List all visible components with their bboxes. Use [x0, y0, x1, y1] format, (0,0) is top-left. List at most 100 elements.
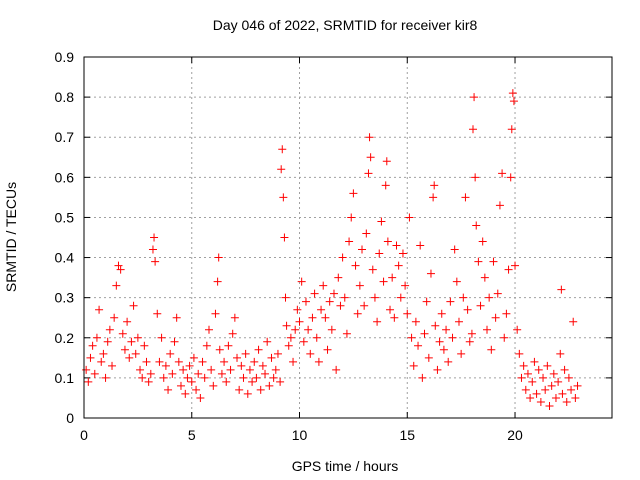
data-point	[250, 357, 259, 366]
data-point	[347, 213, 356, 222]
data-point	[136, 365, 145, 374]
data-point	[88, 341, 97, 350]
data-point	[217, 369, 226, 378]
data-point	[430, 181, 439, 190]
data-point	[394, 261, 403, 270]
data-point	[411, 317, 420, 326]
data-point	[487, 345, 496, 354]
data-point	[181, 389, 190, 398]
data-point	[345, 237, 354, 246]
y-tick-label: 0.5	[55, 209, 75, 225]
data-point	[161, 361, 170, 370]
data-point	[536, 397, 545, 406]
data-point	[291, 325, 300, 334]
data-point	[235, 385, 244, 394]
data-point	[297, 277, 306, 286]
data-point	[493, 289, 502, 298]
data-point	[491, 313, 500, 322]
data-point	[364, 169, 373, 178]
data-point	[319, 281, 328, 290]
data-point	[179, 365, 188, 374]
data-point	[557, 285, 566, 294]
data-point	[528, 377, 537, 386]
data-point	[334, 273, 343, 282]
data-point	[478, 237, 487, 246]
data-point	[289, 357, 298, 366]
data-point	[256, 385, 265, 394]
data-point	[375, 249, 384, 258]
data-point	[200, 373, 209, 382]
data-point	[271, 365, 280, 374]
data-point	[549, 369, 558, 378]
data-point	[245, 365, 254, 374]
data-point	[461, 193, 470, 202]
data-point	[353, 309, 362, 318]
data-point	[166, 349, 175, 358]
data-point	[129, 301, 138, 310]
data-point	[278, 145, 287, 154]
data-point	[382, 157, 391, 166]
data-point	[463, 305, 472, 314]
data-point	[547, 381, 556, 390]
data-point	[465, 337, 474, 346]
data-point	[142, 357, 151, 366]
data-point	[97, 357, 106, 366]
plot-area-border	[83, 56, 613, 419]
data-point	[222, 377, 231, 386]
y-tick-label: 0.4	[55, 250, 75, 266]
data-point	[157, 333, 166, 342]
data-point	[452, 277, 461, 286]
data-point	[414, 341, 423, 350]
data-point	[485, 293, 494, 302]
data-point	[457, 349, 466, 358]
grid-lines	[84, 57, 612, 418]
data-point	[500, 333, 509, 342]
data-point	[150, 233, 159, 242]
data-point	[530, 357, 539, 366]
data-point	[429, 193, 438, 202]
data-point	[84, 377, 93, 386]
data-point	[239, 373, 248, 382]
data-point	[170, 337, 179, 346]
data-point	[366, 153, 375, 162]
data-point	[304, 325, 313, 334]
data-point	[286, 333, 295, 342]
data-point	[323, 345, 332, 354]
data-point	[336, 301, 345, 310]
data-point	[224, 341, 233, 350]
data-point	[483, 325, 492, 334]
data-point	[293, 305, 302, 314]
data-point	[155, 357, 164, 366]
data-point	[108, 361, 117, 370]
data-point	[362, 229, 371, 238]
data-point	[99, 349, 108, 358]
x-tick-label: 10	[292, 427, 308, 443]
data-point	[379, 277, 388, 286]
data-point	[564, 373, 573, 382]
x-tick-label: 5	[188, 427, 196, 443]
data-point	[444, 357, 453, 366]
data-point	[398, 249, 407, 258]
data-point	[396, 293, 405, 302]
data-point	[507, 125, 516, 134]
data-point	[509, 97, 518, 106]
data-point	[543, 361, 552, 370]
y-tick-label: 0.9	[55, 49, 75, 65]
data-point	[556, 349, 565, 358]
data-point	[279, 193, 288, 202]
data-point	[424, 353, 433, 362]
y-tick-label: 0.1	[55, 370, 75, 386]
data-point	[273, 349, 282, 358]
data-point	[237, 361, 246, 370]
data-point	[146, 369, 155, 378]
data-point	[474, 257, 483, 266]
data-point	[502, 309, 511, 318]
data-point	[355, 281, 364, 290]
data-point	[511, 261, 520, 270]
data-point	[431, 321, 440, 330]
data-point	[405, 213, 414, 222]
data-point	[202, 341, 211, 350]
data-point	[265, 381, 274, 390]
data-point	[280, 233, 289, 242]
data-point	[470, 93, 479, 102]
